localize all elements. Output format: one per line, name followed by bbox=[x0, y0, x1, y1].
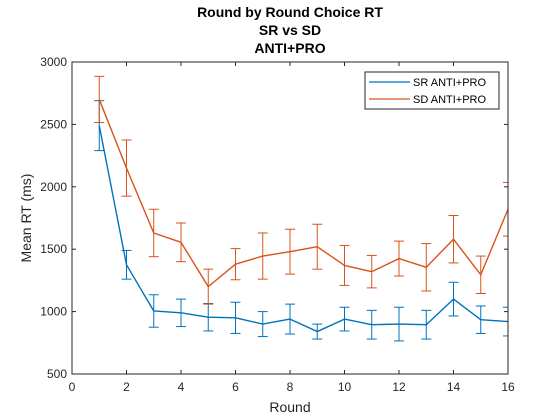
series-2 bbox=[94, 75, 509, 305]
x-tick-label: 14 bbox=[447, 380, 461, 394]
chart-title: Round by Round Choice RT SR vs SD ANTI+P… bbox=[197, 4, 383, 56]
x-tick-label: 0 bbox=[69, 380, 76, 394]
series-line bbox=[98, 99, 509, 288]
x-tick-label: 12 bbox=[392, 380, 406, 394]
legend[interactable]: SR ANTI+PRO SD ANTI+PRO bbox=[364, 71, 500, 110]
x-tick-label: 4 bbox=[178, 380, 185, 394]
x-tick-label: 8 bbox=[287, 380, 294, 394]
title-line-2: SR vs SD bbox=[259, 22, 321, 38]
axes-layer: 0 2 4 6 8 10 12 14 16 500 1000 1500 2000 2500 3000 bbox=[40, 55, 515, 394]
y-tick-label: 1000 bbox=[40, 305, 67, 319]
axes-box bbox=[71, 61, 509, 375]
y-tick-label: 500 bbox=[47, 367, 67, 381]
legend-label-sd: SD ANTI+PRO bbox=[413, 94, 486, 106]
y-tick-label: 1500 bbox=[40, 242, 67, 256]
x-tick-label: 10 bbox=[338, 380, 352, 394]
y-axis-label: Mean RT (ms) bbox=[18, 174, 34, 263]
title-line-3: ANTI+PRO bbox=[254, 40, 325, 56]
series-1 bbox=[94, 100, 509, 342]
x-tick-label: 2 bbox=[123, 380, 130, 394]
title-line-1: Round by Round Choice RT bbox=[197, 4, 383, 20]
x-tick-label: 6 bbox=[232, 380, 239, 394]
series-line bbox=[98, 125, 509, 333]
y-tick-label: 3000 bbox=[40, 55, 67, 69]
x-axis-label: Round bbox=[269, 399, 310, 415]
legend-box bbox=[364, 71, 500, 110]
y-tick-label: 2000 bbox=[40, 180, 67, 194]
x-tick-label: 16 bbox=[501, 380, 515, 394]
y-tick-label: 2500 bbox=[40, 117, 67, 131]
series-layer bbox=[94, 75, 509, 342]
legend-label-sr: SR ANTI+PRO bbox=[413, 77, 486, 89]
